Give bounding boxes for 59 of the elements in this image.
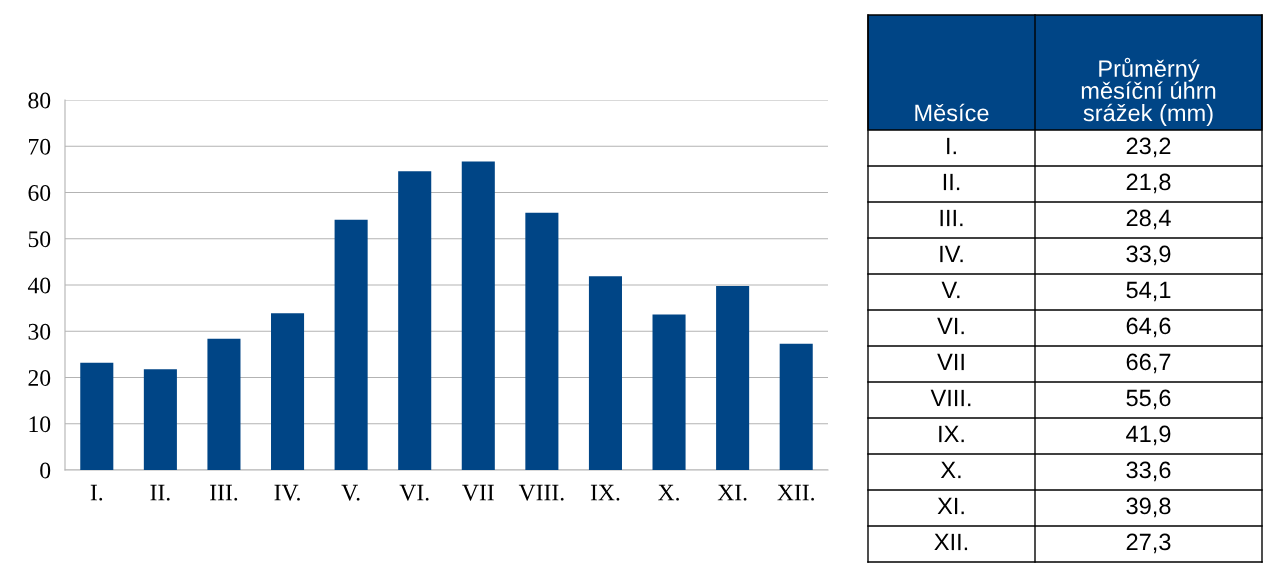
text: 55,6 [1126,389,1171,410]
bar [143,369,177,470]
text: 27,3 [1126,533,1171,554]
text: VI. [937,317,964,335]
bar [80,362,114,470]
text: 54,1 [1126,281,1171,302]
text: 64,6 [1126,317,1171,338]
bar [271,313,305,470]
x-tick-label: X. [658,484,679,501]
text: III. [940,209,963,227]
x-tick-label: IX. [590,484,620,501]
y-tick-label: 20 [28,369,51,386]
y-tick-label: 60 [28,184,51,201]
x-tick-label: IV. [274,484,300,501]
bar [716,285,750,470]
y-tick-label: 70 [29,138,51,155]
y-tick-label: 30 [28,323,51,340]
text: 41,9 [1126,425,1171,446]
bar [588,276,622,470]
text: 23,2 [1126,137,1171,158]
y-tick-label: 10 [29,416,51,433]
bar [207,338,241,470]
y-tick-label: 80 [28,92,51,109]
text: X. [940,461,961,479]
x-tick-label: XII. [777,484,814,501]
bar [652,314,686,470]
text: XII. [934,533,968,551]
bar [398,171,432,470]
text: 21,8 [1126,173,1171,194]
text: 28,4 [1126,209,1171,230]
y-tick-label: 40 [27,277,51,294]
text: Měsíce [915,103,989,122]
x-tick-label: VII [462,484,494,501]
text: 33,9 [1126,245,1171,266]
text: VIII. [930,389,971,407]
text: II. [943,173,960,191]
text: 39,8 [1126,497,1171,518]
x-tick-label: VI. [399,484,429,501]
text: 66,7 [1126,353,1171,374]
x-tick-label: I. [90,484,103,501]
bar [461,161,495,470]
text: V. [941,281,960,299]
text: Průměrný měsíční úhrn srážek (mm) [1081,57,1216,126]
x-tick-label: VIII. [518,484,564,501]
text: VII [937,353,964,371]
bar [779,343,813,470]
x-tick-label: XI. [717,484,747,501]
y-tick-label: 0 [40,462,51,479]
text: IV. [940,245,963,263]
x-tick-label: II. [150,484,170,501]
text: I. [947,137,956,155]
x-tick-label: V. [341,484,360,501]
text: XI. [937,497,964,515]
text: IX. [939,425,964,443]
y-tick-label: 50 [28,231,51,248]
bar [334,219,368,470]
bar [525,212,559,470]
text: 33,6 [1126,461,1171,482]
x-tick-label: III. [210,484,238,501]
